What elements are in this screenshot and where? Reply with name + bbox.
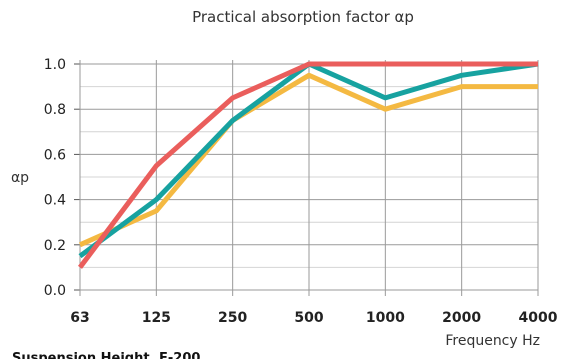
y-tick-label: 0.6 [44, 147, 66, 163]
x-tick-label: 1000 [366, 310, 405, 326]
footer-caption: Suspension Height, E-200 [12, 351, 200, 359]
y-axis-label: αp [11, 170, 29, 186]
x-tick-label: 500 [294, 310, 323, 326]
x-tick-label: 250 [218, 310, 247, 326]
series-line-3 [78, 61, 538, 269]
x-tick-label: 2000 [442, 310, 481, 326]
y-tick-label: 1.0 [44, 57, 66, 73]
y-tick-label: 0.4 [44, 193, 66, 209]
x-tick-label: 4000 [519, 310, 558, 326]
series-line-1 [78, 72, 538, 248]
y-tick-label: 0.0 [44, 283, 66, 299]
chart-title: Practical absorption factor αp [192, 8, 414, 26]
y-tick-label: 0.2 [44, 238, 66, 254]
y-tick-label: 0.8 [44, 102, 66, 118]
x-tick-label: 63 [70, 310, 89, 326]
x-tick-label: 125 [142, 310, 171, 326]
x-axis-label: Frequency Hz [445, 333, 540, 349]
